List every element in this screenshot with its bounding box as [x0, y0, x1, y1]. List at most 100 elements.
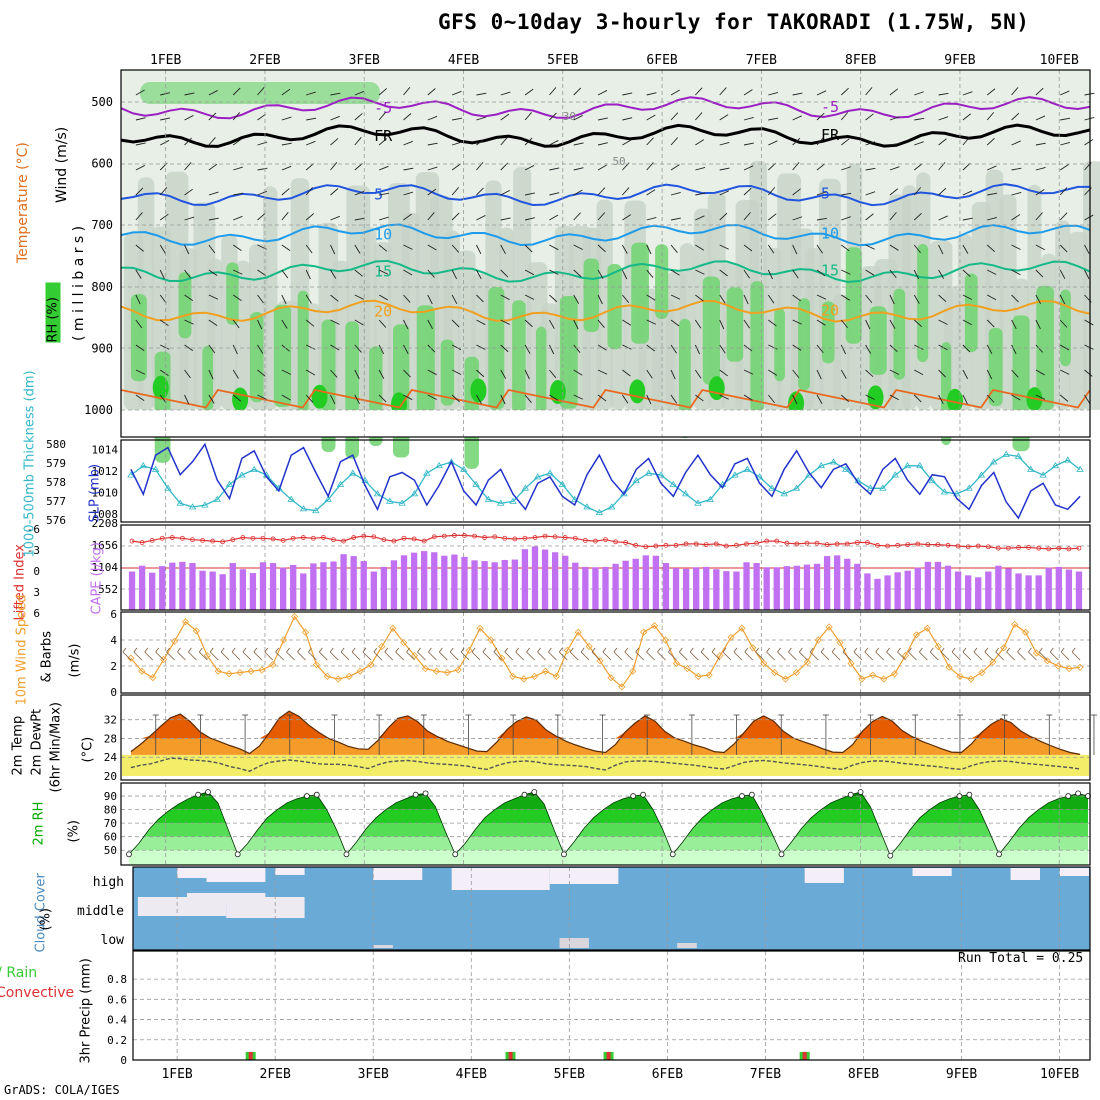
wind-barb — [841, 294, 851, 301]
rh-contour-label: 30 — [563, 110, 576, 123]
wind-barb — [646, 344, 655, 352]
y-tick-label: 0 — [120, 1054, 127, 1067]
wind-barb — [646, 189, 656, 196]
wind-barb — [1035, 244, 1045, 251]
wind-barb — [184, 137, 192, 146]
lifted-point — [180, 535, 185, 541]
wind-point — [574, 628, 582, 636]
wind-barb — [914, 369, 924, 376]
cape-bar — [682, 568, 690, 610]
cape-bar — [149, 572, 156, 610]
lifted-point — [351, 535, 357, 540]
wind-barb — [160, 140, 170, 146]
wind-barb — [743, 294, 749, 305]
wind-barb-feather — [864, 647, 869, 653]
wind-barb — [743, 319, 751, 329]
wind-barb — [670, 319, 680, 327]
thickness-point — [349, 469, 357, 476]
wind-barb — [841, 269, 851, 275]
wind-barb — [938, 187, 947, 196]
cape-bar — [944, 565, 952, 610]
isotherm-FR — [120, 123, 1091, 148]
wind-barb — [670, 192, 681, 196]
wind-barb — [670, 369, 676, 380]
wind-barb — [549, 87, 557, 96]
wind-barb — [962, 113, 972, 121]
x-tick-label-top: 10FEB — [1040, 53, 1079, 68]
cape-bar — [320, 562, 327, 610]
lifted-point — [713, 541, 719, 547]
wind-barb — [597, 142, 608, 146]
thickness-point — [1027, 465, 1035, 472]
cape-bar — [340, 554, 347, 610]
wind-barb — [816, 90, 827, 96]
cape-bar — [703, 566, 710, 610]
cape-bar — [259, 562, 267, 610]
wind-barb — [1084, 116, 1095, 121]
wind-barb-feather — [493, 647, 498, 653]
wind-barb — [719, 319, 725, 330]
wind-barb-feather — [1028, 647, 1032, 653]
thickness-point — [287, 495, 295, 502]
wind-barb — [1011, 319, 1017, 330]
wind-barb-feather — [1039, 647, 1043, 653]
label-temp2m-b: 2m DewPt — [29, 708, 45, 776]
isotherm-label: 10 — [374, 225, 392, 243]
cape-bar — [914, 567, 921, 610]
cloud-gap-high — [1059, 868, 1090, 876]
wind-point — [738, 624, 746, 632]
x-tick-label-bottom: 5FEB — [554, 1067, 585, 1082]
rh-high — [273, 304, 292, 408]
panel-wind10m: 0 2 4 6 — [110, 608, 1091, 699]
wind-point — [989, 658, 997, 666]
wind-barb — [962, 344, 971, 353]
x-tick-label-bottom: 1FEB — [161, 1067, 192, 1082]
wind-barb — [500, 91, 511, 96]
cape-bar — [290, 564, 297, 610]
wind-barb — [482, 651, 492, 661]
rh-point — [739, 793, 745, 799]
wind-barb — [208, 90, 218, 96]
wind-barb — [159, 319, 169, 326]
wind-point — [214, 667, 222, 675]
label-upper-wind: Wind (m/s) — [54, 126, 70, 203]
wind-barb — [768, 344, 778, 350]
wind-barb-feather — [471, 647, 476, 653]
precip-bar-conv — [508, 1051, 513, 1060]
wind-barb — [897, 651, 906, 661]
rh-point — [343, 851, 350, 858]
wind-barb — [743, 394, 753, 401]
wind-barb — [646, 319, 656, 325]
cape-bar — [199, 570, 206, 610]
thickness-point — [817, 461, 825, 469]
wind-barb — [938, 319, 948, 325]
wind-barb — [768, 319, 777, 327]
wind-barb-feather — [602, 647, 607, 653]
wind-barb — [135, 369, 146, 375]
wind-barb — [865, 87, 873, 96]
cloud-gap-high — [549, 868, 619, 884]
wind-point — [825, 623, 833, 631]
rh-high — [702, 276, 721, 385]
wind-barb — [670, 294, 681, 300]
wind-point — [978, 668, 986, 677]
cloud-gap-high — [177, 868, 207, 878]
wind-barb — [938, 244, 944, 255]
wind-barb — [330, 319, 340, 325]
lifted-point — [280, 537, 286, 543]
wind-barb-feather — [646, 647, 650, 653]
cape-bar — [964, 575, 972, 610]
lifted-point — [462, 533, 467, 538]
thickness-point — [1039, 471, 1047, 478]
y-tick-label: 576 — [46, 514, 66, 527]
wind-barb-feather — [1006, 647, 1010, 653]
wind-barb — [908, 651, 917, 661]
cape-bar — [279, 567, 287, 610]
cape-bar — [138, 565, 146, 610]
wind-barb — [208, 137, 216, 146]
rh-high — [631, 242, 649, 344]
wind-barb-feather — [820, 647, 825, 653]
wind-barb-feather — [340, 647, 345, 653]
wind-barb-feather — [504, 647, 509, 653]
lifted-point — [230, 537, 236, 543]
